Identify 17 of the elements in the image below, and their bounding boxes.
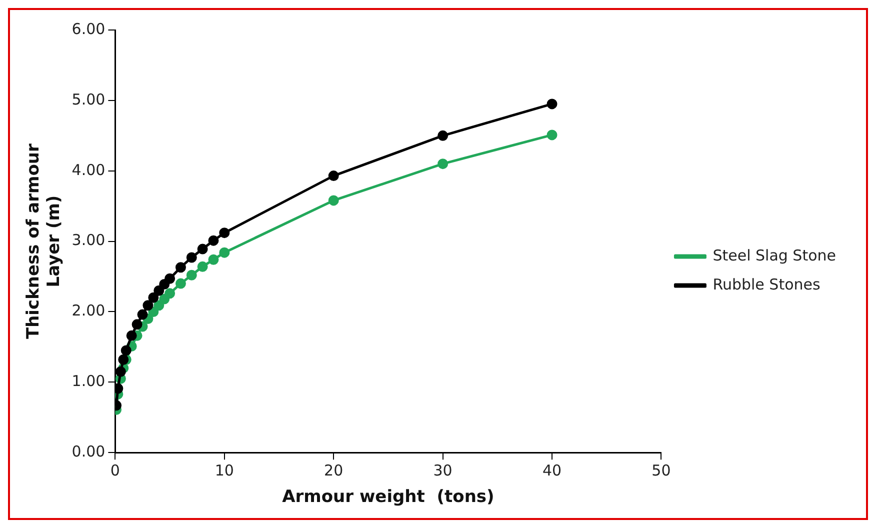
x-axis-title: Armour weight (tons) <box>282 487 494 508</box>
legend-label: Steel Slag Stone <box>712 246 836 264</box>
x-tick-label: 20 <box>324 461 344 480</box>
y-tick-label: 4.00 <box>72 160 106 179</box>
y-tick-label: 5.00 <box>72 90 106 108</box>
y-tick-label: 2.00 <box>72 302 106 320</box>
y-tick-label: 1.00 <box>72 372 106 390</box>
x-tick-label: 30 <box>433 461 452 480</box>
y-axis-title: Thickness of armour Layer (m) <box>24 142 64 340</box>
y-tick-label: 3.00 <box>72 231 106 250</box>
x-tick-label: 50 <box>652 461 671 480</box>
y-tick-label: 0.00 <box>72 442 106 460</box>
x-tick-label: 40 <box>542 461 562 480</box>
x-tick-label: 10 <box>214 461 234 480</box>
x-tick-label: 0 <box>110 461 120 480</box>
y-tick-label: 6.00 <box>72 20 106 38</box>
legend-label: Rubble Stones <box>712 275 820 294</box>
